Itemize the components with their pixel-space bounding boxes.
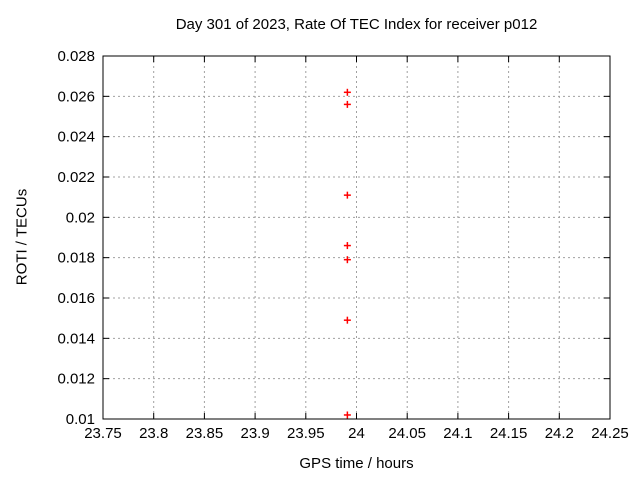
x-tick-label: 24.05 (388, 425, 426, 442)
y-tick-label: 0.018 (57, 250, 95, 267)
y-tick-label: 0.026 (57, 88, 95, 105)
y-tick-label: 0.014 (57, 330, 95, 347)
y-tick-label: 0.028 (57, 48, 95, 65)
x-tick-label: 24.2 (545, 425, 574, 442)
x-tick-label: 23.95 (287, 425, 325, 442)
plot-border (102, 55, 611, 420)
x-tick-label: 23.8 (139, 425, 168, 442)
chart-title: Day 301 of 2023, Rate Of TEC Index for r… (175, 16, 538, 33)
x-axis-label: GPS time / hours (299, 455, 414, 472)
y-tick-label: 0.022 (57, 169, 95, 186)
x-tick-label: 23.75 (84, 425, 122, 442)
y-tick-label: 0.02 (66, 209, 95, 226)
y-tick-label: 0.016 (57, 290, 95, 307)
y-tick-label: 0.012 (57, 371, 95, 388)
x-tick-label: 24.25 (591, 425, 629, 442)
x-tick-label: 23.9 (240, 425, 269, 442)
x-tick-label: 24.15 (490, 425, 528, 442)
y-tick-label: 0.024 (57, 129, 95, 146)
y-tick-label: 0.01 (66, 411, 95, 428)
x-tick-label: 23.85 (186, 425, 224, 442)
x-tick-label: 24 (348, 425, 365, 442)
x-tick-label: 24.1 (443, 425, 472, 442)
